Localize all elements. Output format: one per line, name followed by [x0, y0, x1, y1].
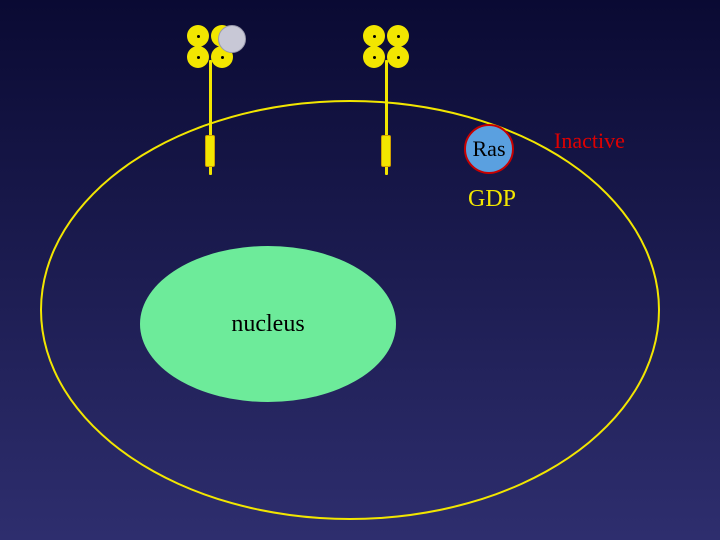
lobe-dot — [373, 56, 376, 59]
ras-protein: Ras — [464, 124, 514, 174]
lobe-dot — [373, 35, 376, 38]
lobe-dot — [221, 56, 224, 59]
receptor-right-lobe-tl — [363, 25, 385, 47]
ligand — [218, 25, 246, 53]
lobe-dot — [197, 56, 200, 59]
receptor-right-lobe-bl — [363, 46, 385, 68]
receptor-left-lobe-tl — [187, 25, 209, 47]
gdp-label: GDP — [468, 186, 516, 213]
lobe-dot — [397, 56, 400, 59]
nucleus-label: nucleus — [231, 311, 304, 338]
receptor-left-lobe-bl — [187, 46, 209, 68]
ras-label: Ras — [473, 136, 506, 162]
receptor-right-lobe-tr — [387, 25, 409, 47]
inactive-label: Inactive — [554, 128, 625, 154]
lobe-dot — [197, 35, 200, 38]
receptor-right-inner — [381, 135, 391, 167]
receptor-right-lobe-br — [387, 46, 409, 68]
lobe-dot — [397, 35, 400, 38]
receptor-left-inner — [205, 135, 215, 167]
nucleus: nucleus — [140, 246, 396, 402]
